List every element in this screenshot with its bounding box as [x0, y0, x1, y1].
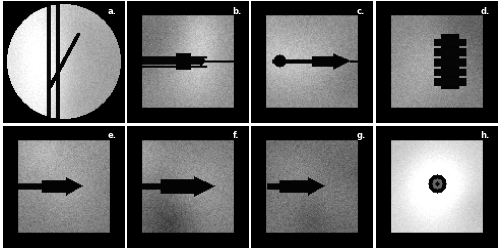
Text: f.: f.: [234, 131, 240, 140]
Text: b.: b.: [232, 6, 241, 15]
Text: d.: d.: [480, 6, 490, 15]
Text: a.: a.: [108, 6, 116, 15]
Text: c.: c.: [357, 6, 365, 15]
Text: e.: e.: [108, 131, 116, 140]
Text: g.: g.: [356, 131, 366, 140]
Text: h.: h.: [480, 131, 490, 140]
